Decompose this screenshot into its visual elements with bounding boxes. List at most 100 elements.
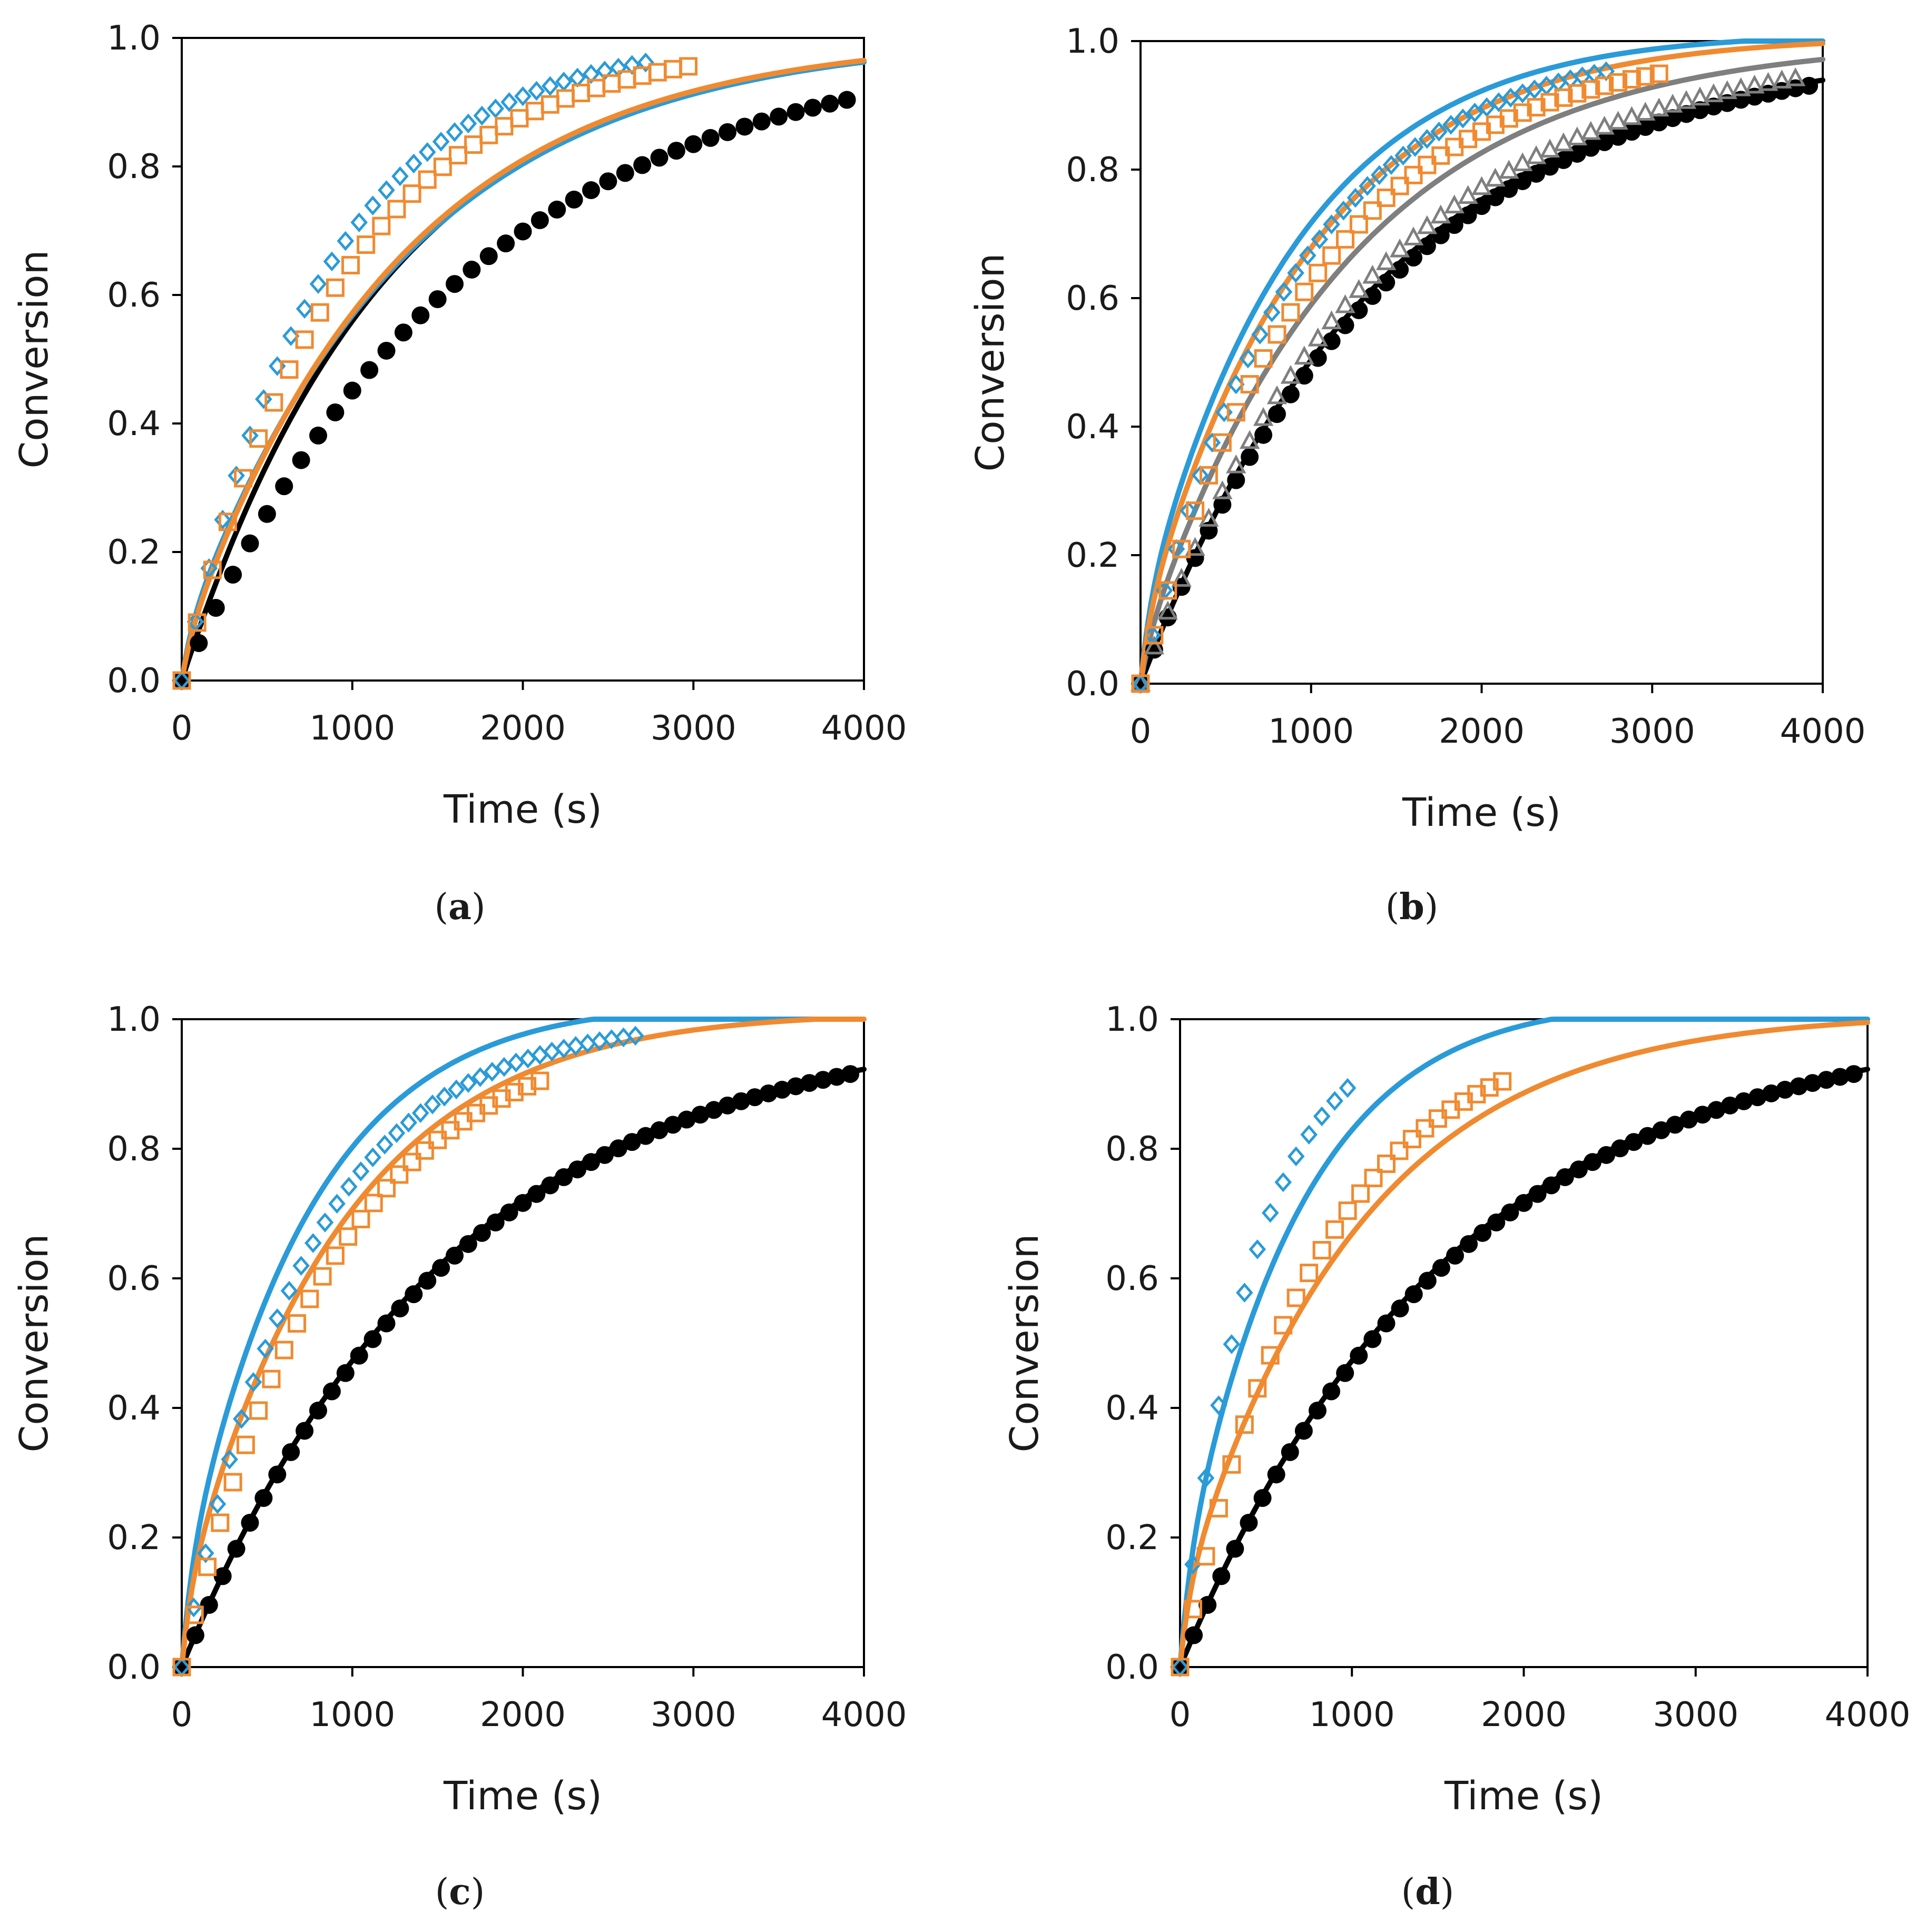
data-point-orange xyxy=(1131,674,1150,693)
data-point-gray xyxy=(1458,185,1478,204)
data-point-blue xyxy=(1203,432,1221,453)
data-point-black xyxy=(1652,1121,1670,1139)
data-point-black xyxy=(1677,105,1695,123)
data-point-orange xyxy=(402,1152,421,1171)
data-point-black xyxy=(1487,1213,1506,1231)
data-point-black xyxy=(1762,1084,1781,1102)
data-point-blue xyxy=(555,1039,573,1059)
data-point-blue xyxy=(364,1147,381,1168)
x-tick-label: 1000 xyxy=(309,1696,395,1734)
data-point-blue xyxy=(459,1073,477,1093)
data-point-orange xyxy=(185,1605,204,1624)
data-point-black xyxy=(787,103,805,121)
data-point-black xyxy=(684,135,703,153)
data-point-black xyxy=(803,98,822,117)
data-point-black xyxy=(636,1127,655,1145)
data-point-black xyxy=(1528,1185,1547,1203)
data-point-black xyxy=(582,1153,600,1171)
data-point-black xyxy=(1650,113,1668,132)
data-point-black xyxy=(530,211,549,230)
data-point-black xyxy=(732,1092,750,1110)
data-point-orange xyxy=(1540,93,1559,112)
data-point-orange xyxy=(1240,375,1259,394)
data-point-blue xyxy=(626,1026,644,1046)
data-point-orange xyxy=(1209,1499,1228,1517)
data-point-black xyxy=(1581,139,1600,157)
data-point-black xyxy=(1707,1101,1725,1119)
y-tick-label: 1.0 xyxy=(107,1000,161,1039)
chart-panel-d: 0 1000 2000 3000 4000 0.0 0.2 0.4 0.6 0.8 1.0 Time … xyxy=(1002,1000,1910,1913)
data-point-blue xyxy=(1287,263,1304,283)
data-point-orange xyxy=(572,84,591,103)
data-point-blue xyxy=(400,1112,417,1133)
data-point-orange xyxy=(1351,1184,1370,1203)
data-point-gray xyxy=(1772,70,1792,89)
data-point-black xyxy=(1515,1194,1533,1212)
data-point-black xyxy=(1748,1088,1767,1107)
data-point-black xyxy=(1803,1074,1822,1092)
data-point-black xyxy=(350,1346,368,1365)
data-point-gray xyxy=(1185,537,1205,556)
data-point-blue xyxy=(257,1338,274,1359)
data-point-orange xyxy=(679,57,698,76)
panel-caption: (d) xyxy=(1401,1871,1455,1913)
data-point-blue xyxy=(280,1280,298,1301)
x-tick-label: 1000 xyxy=(1309,1696,1395,1734)
data-point-orange xyxy=(341,255,360,274)
y-axis-title: Conversion xyxy=(968,253,1013,472)
data-point-gray xyxy=(1389,238,1410,258)
data-point-gray xyxy=(1266,385,1288,405)
data-point-blue xyxy=(418,142,436,162)
data-point-black xyxy=(1595,133,1614,151)
fit-line-orange xyxy=(1177,1020,1870,1670)
x-tick-label: 4000 xyxy=(821,1696,907,1734)
data-point-blue xyxy=(514,86,532,106)
data-point-orange xyxy=(339,1227,358,1246)
data-point-black xyxy=(459,1235,477,1253)
data-point-blue xyxy=(197,1543,214,1563)
data-point-blue xyxy=(582,64,600,84)
data-point-black xyxy=(486,1213,505,1231)
data-point-blue xyxy=(328,1194,346,1214)
data-point-blue xyxy=(214,509,232,530)
data-point-gray xyxy=(1294,346,1314,365)
data-point-gray xyxy=(1157,600,1178,620)
data-point-orange xyxy=(351,1209,370,1228)
x-axis-title: Time (s) xyxy=(1402,790,1561,835)
data-point-black xyxy=(428,290,447,309)
data-point-black xyxy=(555,1168,573,1186)
data-point-black xyxy=(360,361,379,379)
data-point-orange xyxy=(211,1513,230,1532)
data-point-black xyxy=(705,1101,723,1119)
data-point-gray xyxy=(1198,508,1219,527)
data-point-orange xyxy=(313,1267,332,1286)
data-point-black xyxy=(745,1088,764,1107)
data-point-black xyxy=(1514,172,1532,190)
data-point-orange xyxy=(274,1340,293,1359)
data-point-orange xyxy=(262,1369,281,1388)
data-point-black xyxy=(514,222,532,241)
data-point-orange xyxy=(541,95,559,114)
data-point-orange xyxy=(288,1314,307,1333)
data-point-black xyxy=(377,1314,396,1333)
data-point-black xyxy=(292,451,310,469)
data-point-black xyxy=(1569,1160,1588,1179)
data-point-black xyxy=(326,403,345,421)
data-point-gray xyxy=(1689,86,1711,106)
data-point-orange xyxy=(1312,1241,1331,1260)
data-point-blue xyxy=(376,1135,394,1155)
data-point-black xyxy=(1350,301,1368,319)
data-point-orange xyxy=(1527,98,1546,117)
data-point-black xyxy=(446,1246,464,1265)
data-point-black xyxy=(1541,157,1559,176)
data-point-black xyxy=(1295,367,1313,385)
data-point-black xyxy=(1432,1259,1450,1277)
data-point-black xyxy=(411,306,430,324)
data-point-black xyxy=(1844,1065,1863,1083)
data-point-black xyxy=(1666,1116,1684,1134)
data-point-black xyxy=(633,156,652,174)
data-point-orange xyxy=(1172,539,1191,558)
data-point-black xyxy=(1445,216,1463,234)
x-tick-label: 4000 xyxy=(821,709,907,748)
data-point-black xyxy=(1363,287,1382,305)
